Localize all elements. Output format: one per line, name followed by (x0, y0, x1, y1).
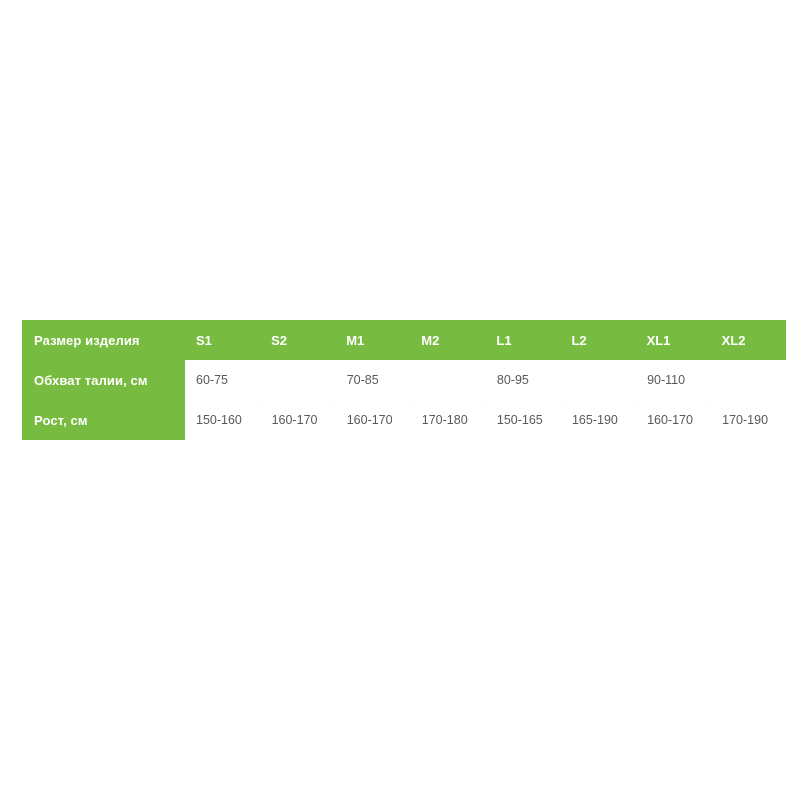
table-row-waist: Обхват талии, см 60-75 70-85 80-95 90-11… (22, 360, 787, 401)
header-size-m2: M2 (410, 320, 486, 360)
height-value-s1: 150-160 (185, 400, 261, 441)
header-size-m1: M1 (335, 320, 411, 360)
waist-value-xl: 90-110 (635, 360, 787, 401)
height-value-xl1: 160-170 (635, 400, 712, 441)
table-row-height: Рост, см 150-160 160-170 160-170 170-180… (22, 400, 787, 441)
table-head: Размер изделия S1 S2 M1 M2 L1 L2 XL1 XL2 (22, 320, 786, 360)
height-value-xl2: 170-190 (710, 400, 787, 441)
row-label-waist: Обхват талии, см (22, 360, 185, 400)
height-value-l2: 165-190 (560, 400, 637, 441)
height-value-l1: 150-165 (485, 400, 561, 441)
table-header-row: Размер изделия S1 S2 M1 M2 L1 L2 XL1 XL2 (22, 320, 786, 360)
waist-value-s: 60-75 (185, 360, 336, 401)
header-size-s1: S1 (185, 320, 261, 360)
table-body: Обхват талии, см 60-75 70-85 80-95 90-11… (22, 360, 787, 441)
header-size-l2: L2 (560, 320, 636, 360)
waist-value-l: 80-95 (485, 360, 637, 401)
height-value-m1: 160-170 (335, 400, 411, 441)
header-size-s2: S2 (260, 320, 336, 360)
header-size-xl2: XL2 (710, 320, 786, 360)
height-value-s2: 160-170 (260, 400, 336, 441)
height-value-m2: 170-180 (410, 400, 486, 441)
waist-value-m: 70-85 (335, 360, 486, 401)
header-label-cell: Размер изделия (22, 320, 185, 360)
header-size-l1: L1 (485, 320, 561, 360)
row-label-height: Рост, см (22, 400, 185, 440)
header-size-xl1: XL1 (635, 320, 711, 360)
size-chart-container: Размер изделия S1 S2 M1 M2 L1 L2 XL1 XL2… (22, 320, 787, 441)
size-chart-table: Размер изделия S1 S2 M1 M2 L1 L2 XL1 XL2… (22, 320, 787, 441)
